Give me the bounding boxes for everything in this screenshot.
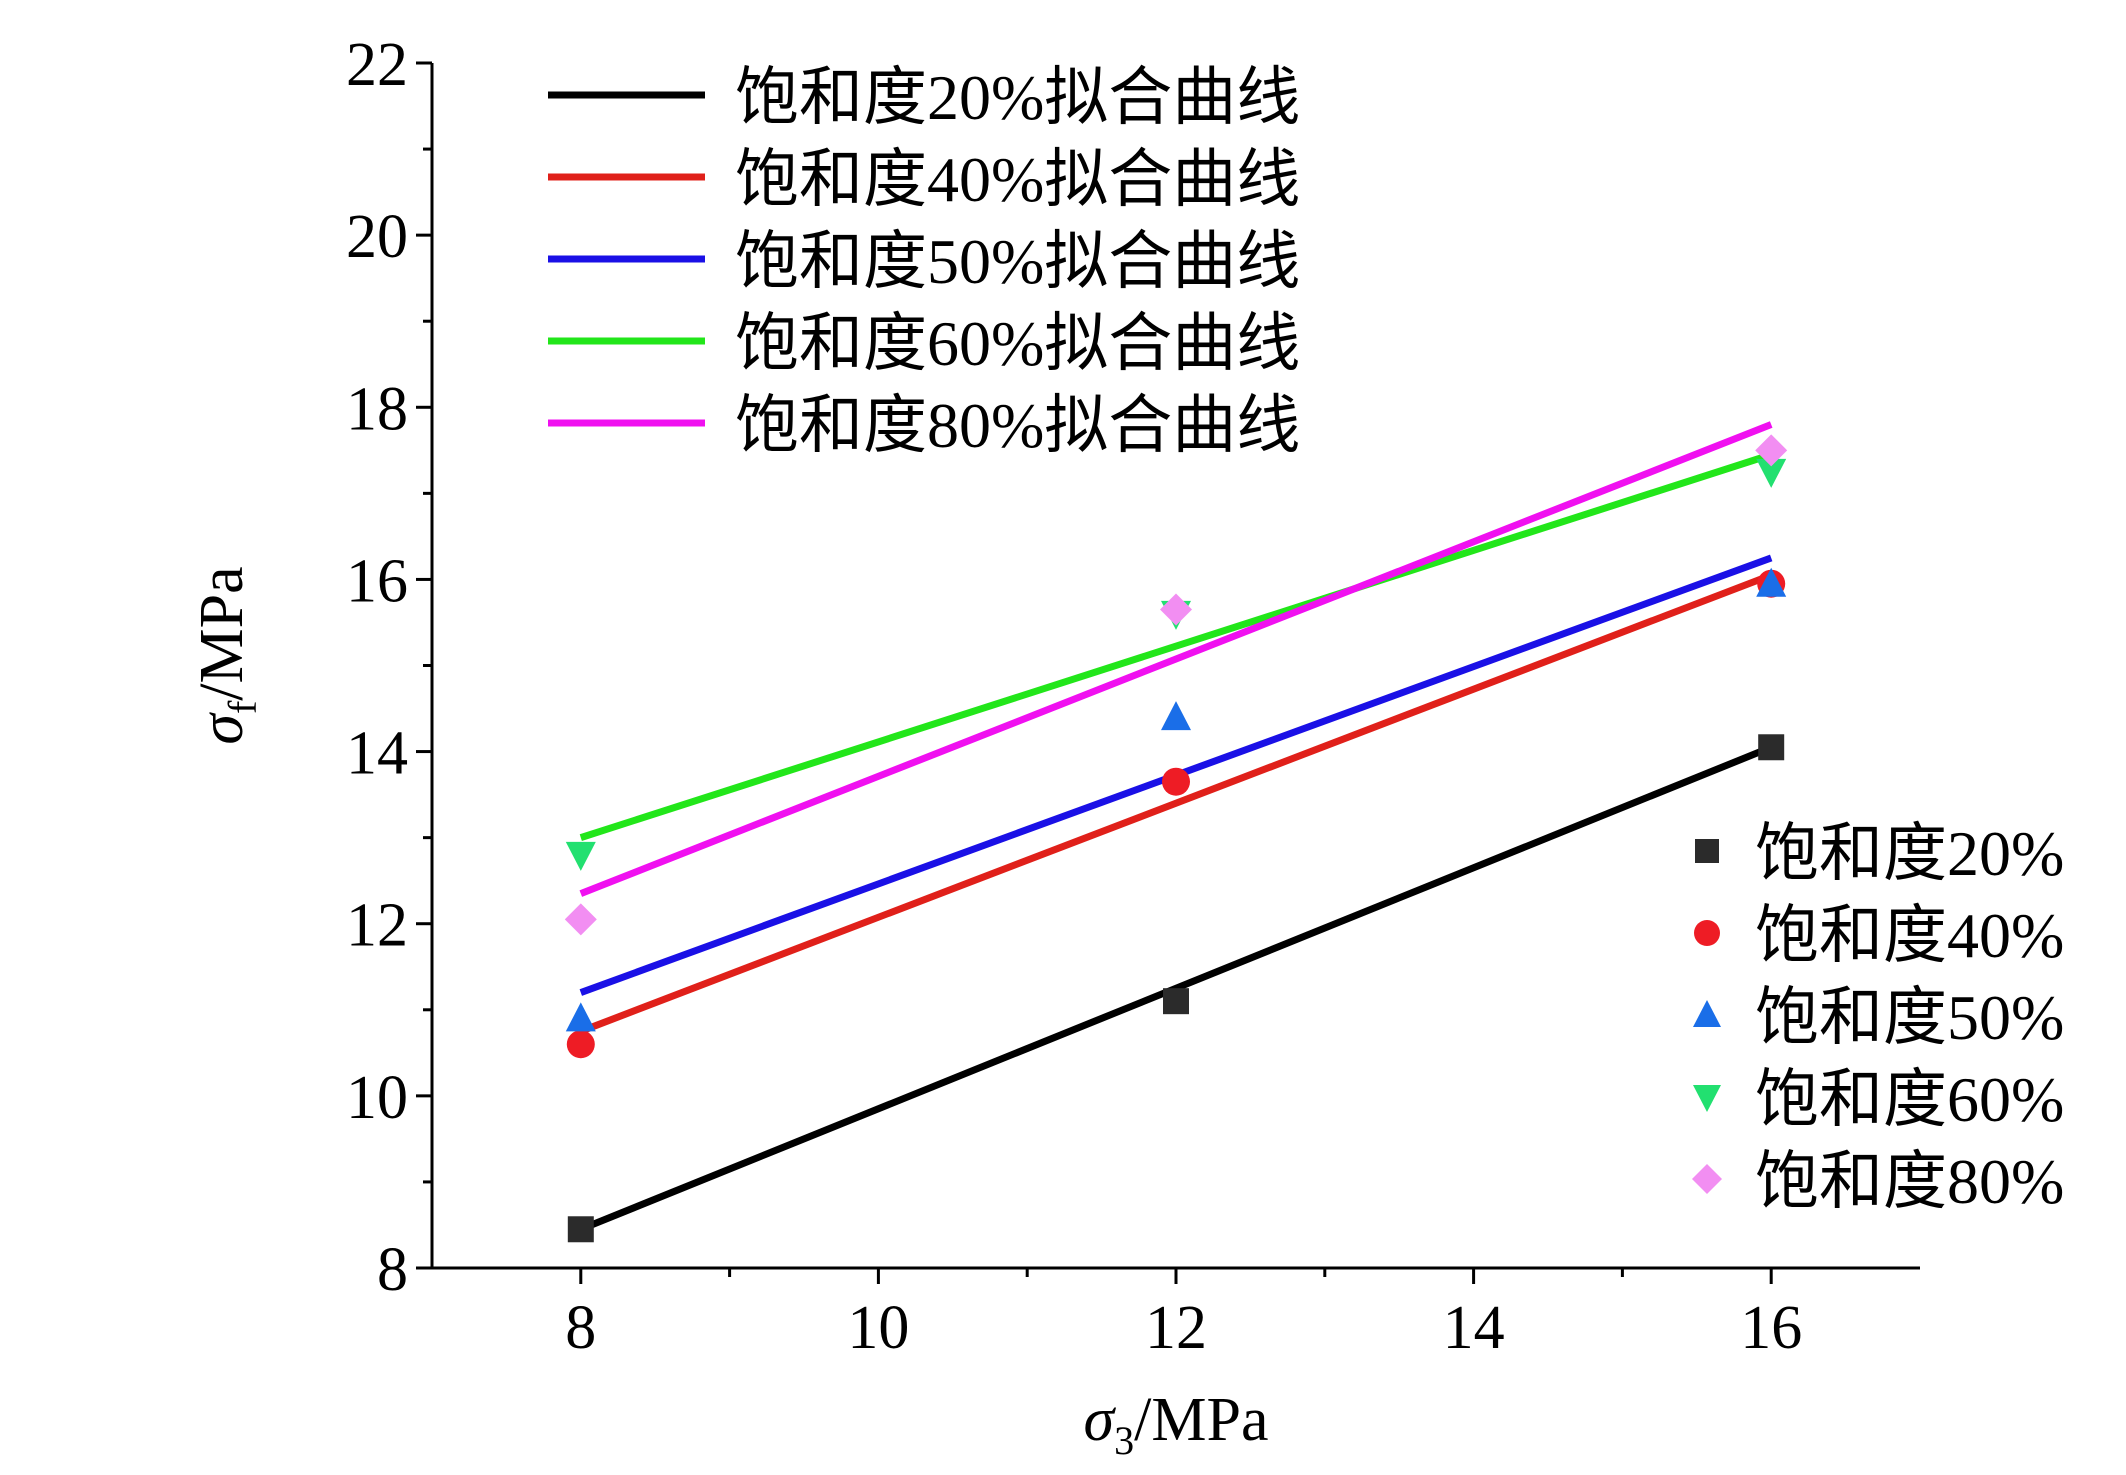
axes: 8 10 12 14 16 8 10 12 14 16 18 20 22	[346, 31, 1920, 1362]
fit-line-4	[579, 451, 1773, 841]
y-tick-label-10: 10	[346, 1064, 408, 1132]
point-series-3-2	[1161, 701, 1191, 731]
point-series-1-1	[567, 1216, 594, 1243]
legend-point-marker-3	[1693, 1000, 1721, 1027]
legend-fits: 饱和度20%拟合曲线饱和度40%拟合曲线饱和度50%拟合曲线饱和度60%拟合曲线…	[548, 62, 1300, 461]
point-series-2-1	[566, 1030, 595, 1059]
legend-fit-label-1: 饱和度20%拟合曲线	[735, 62, 1300, 133]
point-series-2-2	[1162, 767, 1190, 796]
point-series-1-3	[1758, 734, 1785, 761]
y-tick-label-22: 22	[346, 31, 408, 99]
legend-point-label-4: 饱和度60%	[1755, 1064, 2064, 1135]
point-series-4-3	[1756, 458, 1787, 488]
legend-point-label-1: 饱和度20%	[1755, 818, 2064, 889]
y-axis-label: σf/MPa	[188, 566, 265, 744]
point-series-5-2	[1160, 593, 1192, 626]
x-tick-label-8: 8	[565, 1294, 596, 1362]
legend-points: 饱和度20% 饱和度40% 饱和度50% 饱和度60% 饱和度80%	[1692, 818, 2064, 1217]
x-tick-label-10: 10	[847, 1294, 909, 1362]
fit-lines	[579, 421, 1773, 1233]
legend-point-label-5: 饱和度80%	[1755, 1146, 2064, 1217]
y-tick-label-20: 20	[346, 203, 408, 271]
legend-fit-label-3: 饱和度50%拟合曲线	[735, 226, 1300, 297]
x-tick-label-14: 14	[1443, 1294, 1505, 1362]
y-tick-label-16: 16	[346, 547, 408, 615]
fit-line-2	[579, 571, 1773, 1035]
legend-fit-label-5: 饱和度80%拟合曲线	[735, 390, 1300, 461]
legend-point-marker-2	[1694, 920, 1720, 946]
data-points	[564, 434, 1788, 1243]
legend-fit-label-4: 饱和度60%拟合曲线	[735, 308, 1300, 379]
legend-point-marker-4	[1693, 1085, 1721, 1112]
y-tick-label-12: 12	[346, 892, 408, 960]
x-axis-label: σ3/MPa	[1084, 1386, 1269, 1463]
legend-point-marker-1	[1695, 839, 1719, 863]
legend-fit-label-2: 饱和度40%拟合曲线	[735, 144, 1300, 215]
point-series-5-3	[1755, 434, 1788, 467]
point-series-1-2	[1163, 988, 1189, 1015]
legend-point-label-2: 饱和度40%	[1755, 900, 2064, 971]
x-tick-label-16: 16	[1740, 1294, 1802, 1362]
y-tick-label-18: 18	[346, 375, 408, 443]
y-tick-label-14: 14	[346, 720, 408, 788]
point-series-3-3	[1756, 567, 1787, 597]
legend-point-label-3: 饱和度50%	[1755, 982, 2064, 1053]
point-series-4-1	[565, 841, 596, 871]
point-series-3-1	[565, 1002, 596, 1032]
legend-point-marker-5	[1692, 1164, 1722, 1194]
axis-labels: σ3/MPa σf/MPa	[188, 566, 1268, 1463]
y-tick-label-8: 8	[377, 1236, 408, 1304]
point-series-5-1	[564, 903, 597, 936]
x-tick-label-12: 12	[1145, 1294, 1207, 1362]
fit-line-5	[579, 421, 1773, 897]
